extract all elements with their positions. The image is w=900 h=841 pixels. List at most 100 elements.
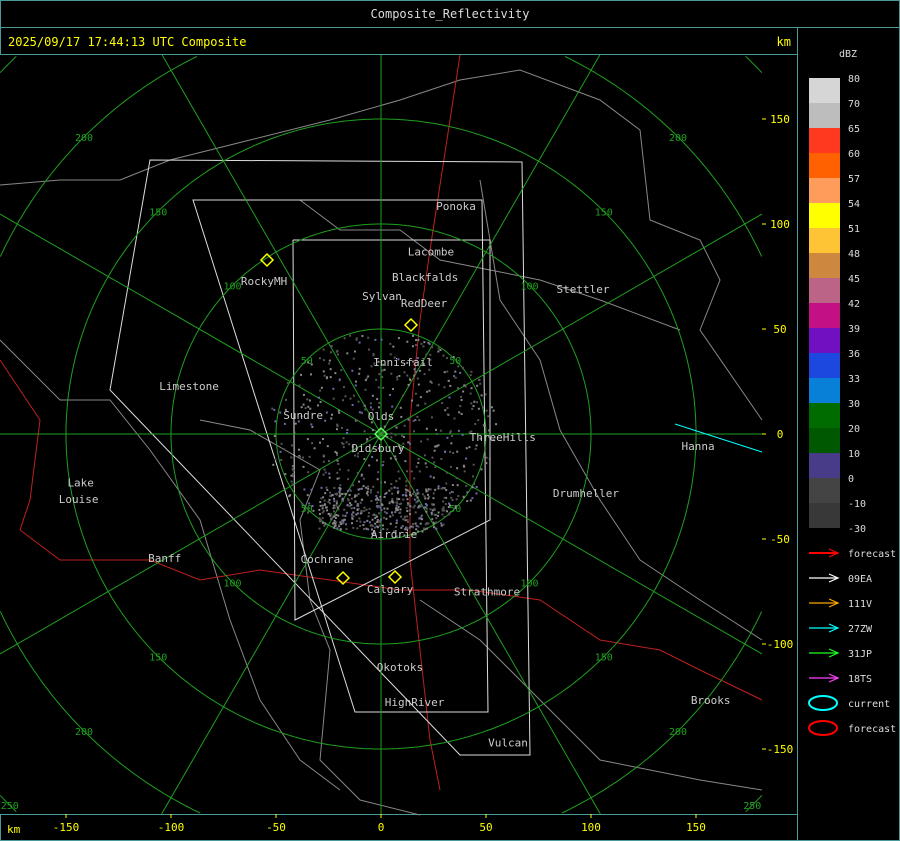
echo-pixel: [454, 505, 457, 508]
colorbar-label: 60: [848, 149, 860, 160]
echo-pixel: [395, 504, 398, 507]
echo-pixel: [472, 405, 475, 408]
echo-pixel: [397, 337, 400, 340]
echo-pixel: [377, 386, 380, 389]
echo-pixel: [345, 528, 348, 531]
x-tick-label: 50: [479, 821, 492, 834]
echo-pixel: [330, 351, 333, 354]
echo-pixel: [417, 339, 420, 342]
echo-pixel: [414, 339, 417, 342]
echo-pixel: [355, 520, 358, 523]
echo-pixel: [424, 402, 427, 405]
echo-pixel: [411, 492, 414, 495]
echo-pixel: [456, 450, 459, 453]
colorbar-label: 57: [848, 174, 860, 185]
echo-pixel: [392, 388, 395, 391]
ring-label: 200: [75, 727, 93, 738]
echo-pixel: [395, 480, 398, 483]
echo-pixel: [456, 484, 459, 487]
echo-pixel: [371, 455, 374, 458]
echo-pixel: [431, 509, 434, 512]
echo-pixel: [334, 516, 337, 519]
echo-pixel: [341, 514, 344, 517]
city-label: Olds: [368, 410, 395, 423]
echo-pixel: [350, 497, 353, 500]
echo-pixel: [348, 494, 351, 497]
echo-pixel: [302, 456, 305, 459]
echo-pixel: [410, 494, 413, 497]
echo-pixel: [474, 422, 477, 425]
echo-pixel: [372, 352, 375, 355]
echo-pixel: [334, 522, 337, 525]
echo-pixel: [449, 450, 452, 453]
echo-pixel: [319, 441, 322, 444]
echo-pixel: [457, 429, 460, 432]
echo-pixel: [382, 431, 385, 434]
echo-pixel: [412, 419, 415, 422]
echo-pixel: [338, 411, 341, 414]
echo-pixel: [322, 348, 325, 351]
y-tick-label: -100: [767, 638, 794, 651]
echo-pixel: [485, 462, 488, 465]
echo-pixel: [398, 477, 401, 480]
echo-pixel: [386, 436, 389, 439]
echo-pixel: [342, 443, 345, 446]
echo-pixel: [345, 511, 348, 514]
echo-pixel: [376, 506, 379, 509]
echo-pixel: [416, 357, 419, 360]
echo-pixel: [465, 457, 468, 460]
echo-pixel: [343, 518, 346, 521]
echo-pixel: [427, 493, 430, 496]
echo-pixel: [301, 502, 304, 505]
city-label: ThreeHills: [470, 431, 536, 444]
echo-pixel: [370, 421, 373, 424]
echo-pixel: [426, 438, 429, 441]
echo-pixel: [430, 511, 433, 514]
echo-pixel: [307, 506, 310, 509]
echo-pixel: [473, 483, 476, 486]
echo-pixel: [306, 494, 309, 497]
echo-pixel: [444, 503, 447, 506]
echo-pixel: [389, 353, 392, 356]
echo-pixel: [311, 442, 314, 445]
echo-pixel: [414, 392, 417, 395]
echo-pixel: [377, 526, 380, 529]
city-label: Airdrie: [371, 528, 417, 541]
arrowhead-icon: [828, 598, 840, 608]
echo-pixel: [318, 508, 321, 511]
echo-pixel: [342, 386, 345, 389]
echo-pixel: [429, 475, 432, 478]
echo-pixel: [396, 491, 399, 494]
echo-pixel: [411, 345, 414, 348]
echo-pixel: [485, 456, 488, 459]
echo-pixel: [404, 460, 407, 463]
unit-label: km: [776, 35, 791, 49]
echo-pixel: [361, 412, 364, 415]
echo-pixel: [481, 406, 484, 409]
city-label: Sylvan: [362, 290, 402, 303]
echo-pixel: [415, 524, 418, 527]
colorbar-label: 48: [848, 249, 860, 260]
echo-pixel: [311, 505, 314, 508]
echo-pixel: [477, 407, 480, 410]
echo-pixel: [322, 496, 325, 499]
echo-pixel: [360, 487, 363, 490]
echo-pixel: [423, 495, 426, 498]
echo-pixel: [332, 504, 335, 507]
legend-label: 27ZW: [848, 624, 873, 635]
echo-pixel: [390, 432, 393, 435]
echo-pixel: [406, 510, 409, 513]
echo-pixel: [434, 465, 437, 468]
echo-pixel: [413, 504, 416, 507]
echo-pixel: [340, 521, 343, 524]
echo-pixel: [422, 506, 425, 509]
echo-pixel: [358, 517, 361, 520]
echo-pixel: [319, 400, 322, 403]
echo-pixel: [432, 497, 435, 500]
echo-pixel: [436, 432, 439, 435]
echo-pixel: [378, 521, 381, 524]
echo-pixel: [476, 384, 479, 387]
echo-pixel: [355, 447, 358, 450]
echo-pixel: [349, 397, 352, 400]
